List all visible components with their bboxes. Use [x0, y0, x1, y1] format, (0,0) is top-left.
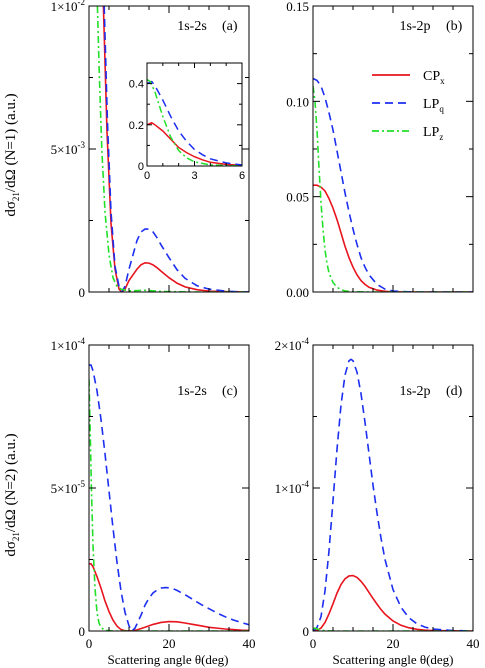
- panel-d: 0 20 40 0 1×10-4 2×10-4 1s-2p (d): [275, 336, 480, 651]
- panel-label-b: (b): [446, 19, 463, 34]
- ytick-label-d: 2×10-4: [275, 336, 310, 353]
- series-LPz-a: [96, 6, 249, 292]
- inset-xtick-label: 6: [239, 170, 245, 182]
- series-LPq-c: [89, 364, 249, 631]
- inset-xtick-label: 3: [191, 170, 197, 182]
- ytick-label-d: 1×10-4: [275, 479, 310, 496]
- xtick-label-d: 40: [467, 636, 480, 651]
- plot-area-b: [313, 77, 473, 292]
- panel-label-c: (c): [222, 384, 238, 399]
- frame-b: [312, 5, 474, 293]
- ytick-label-b: 0.00: [286, 285, 309, 300]
- ytick-label-a: 5×10-3: [51, 140, 86, 157]
- inset-xtick-label: 0: [144, 170, 150, 182]
- panel-title-a: 1s-2s: [177, 19, 207, 34]
- panel-c: 0 20 40 0 5×10-5 1×10-4 1s-2s (c): [51, 336, 256, 651]
- series-LPq-d: [313, 358, 473, 631]
- xtick-label-d: 20: [387, 636, 400, 651]
- panel-label-d: (d): [446, 384, 463, 399]
- panel-b: 0.00 0.05 0.10 0.15 1s-2p (b): [286, 0, 474, 300]
- ytick-label-a: 1×10-2: [51, 0, 85, 14]
- inset-ytick-label: 0: [138, 161, 144, 173]
- inset-ytick-label: 0.2: [129, 120, 144, 132]
- inset-a: 0 3 6 0 0.2 0.4: [129, 62, 245, 182]
- series-LPz-c: [89, 379, 249, 631]
- ytick-label-b: 0.15: [286, 0, 309, 14]
- panel-title-b: 1s-2p: [399, 19, 430, 34]
- plot-area-c: [89, 364, 249, 631]
- series-LPz-d: [313, 627, 473, 631]
- legend-label-LPq: LPq: [423, 97, 444, 114]
- ytick-label-c: 0: [79, 624, 86, 639]
- xtick-label-c: 20: [163, 636, 176, 651]
- series-LPq-inset: [147, 80, 242, 166]
- series-LPz-inset: [147, 78, 242, 166]
- ylabel-bottom: dσ21/dΩ (N=2) (a.u.): [3, 433, 21, 556]
- xlabel-left: Scattering angle θ(deg): [107, 652, 228, 667]
- ytick-label-b: 0.05: [286, 190, 309, 205]
- plot-area-d: [313, 358, 473, 631]
- ylabel-top: dσ21/dΩ (N=1) (a.u.): [3, 93, 21, 216]
- panel-title-d: 1s-2p: [399, 384, 430, 399]
- inset-ytick-label: 0.4: [129, 79, 144, 91]
- series-LPz-b: [313, 85, 473, 292]
- panel-a: 0 5×10-3 1×10-2 1s-2s (a) 0 3 6 0 0.2 0.4: [51, 0, 250, 300]
- legend-label-LPz: LPz: [423, 125, 443, 142]
- series-CPx-d: [313, 574, 473, 631]
- panel-label-a: (a): [222, 19, 238, 34]
- ytick-label-d: 0: [303, 624, 310, 639]
- panel-title-c: 1s-2s: [177, 384, 207, 399]
- legend: CPx LPq LPz: [372, 69, 445, 142]
- series-LPq-b: [313, 77, 473, 292]
- ytick-label-c: 1×10-4: [51, 336, 86, 353]
- xtick-label-d: 0: [310, 636, 317, 651]
- series-CPx-c: [89, 562, 249, 631]
- series-CPx-b: [313, 184, 473, 292]
- panels-layer: 05×10-31×10-21s-2s (a)0 3 600.20.40.000.050…: [51, 0, 480, 651]
- xlabel-right: Scattering angle θ(deg): [332, 652, 453, 667]
- series-CPx-inset: [147, 121, 242, 166]
- plot-area-a: [96, 6, 249, 292]
- xtick-label-c: 0: [86, 636, 93, 651]
- ytick-label-b: 0.10: [286, 94, 309, 109]
- ytick-label-a: 0: [79, 285, 86, 300]
- ytick-label-c: 5×10-5: [51, 479, 86, 496]
- legend-label-CPx: CPx: [423, 69, 445, 86]
- series-LPq-a: [103, 6, 249, 292]
- xtick-label-c: 40: [243, 636, 256, 651]
